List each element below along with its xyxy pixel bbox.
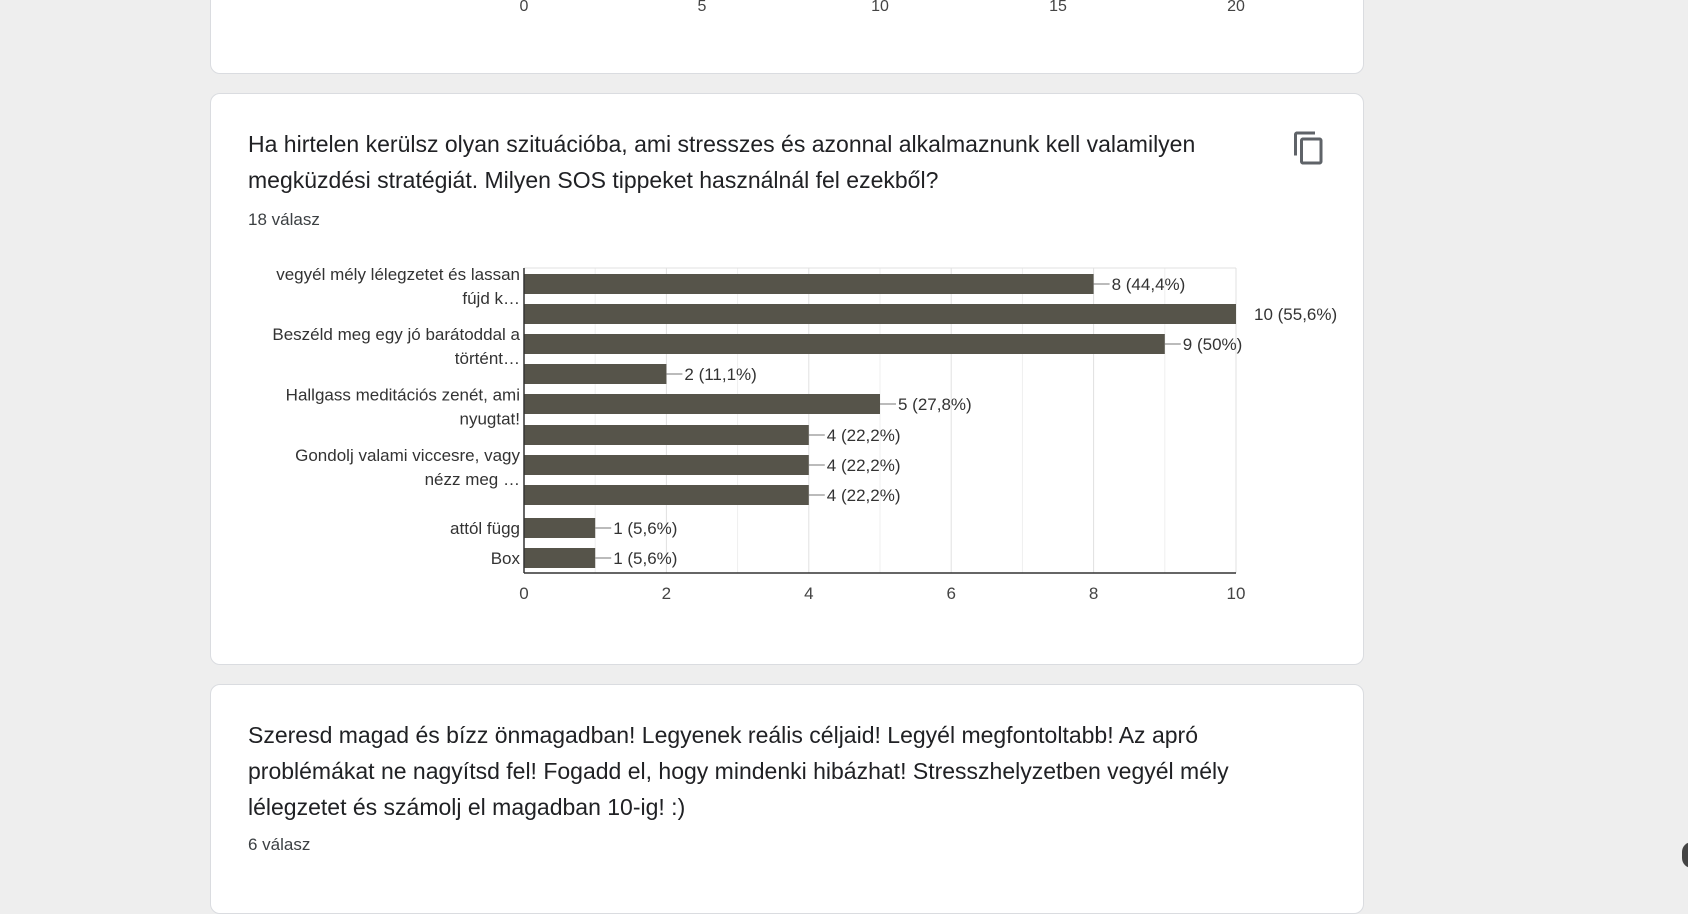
- prev-axis-tick-label: 0: [520, 0, 529, 15]
- previous-question-card: 0 5 10 15 20: [210, 0, 1364, 74]
- response-count: 18 válasz: [248, 210, 320, 229]
- bar[interactable]: [524, 274, 1094, 294]
- bar-data-label: 4 (22,2%): [827, 456, 901, 475]
- category-label: történt…: [455, 349, 520, 368]
- category-label: Box: [491, 549, 521, 568]
- bar[interactable]: [524, 394, 880, 414]
- scroll-handle[interactable]: [1682, 842, 1688, 868]
- bar-data-label: 4 (22,2%): [827, 486, 901, 505]
- category-label: vegyél mély lélegzetet és lassan: [276, 265, 520, 284]
- bar-data-label: 1 (5,6%): [613, 549, 677, 568]
- bar-data-label: 1 (5,6%): [613, 519, 677, 538]
- category-label: attól függ: [450, 519, 520, 538]
- category-label: nyugtat!: [460, 410, 521, 429]
- next-response-count: 6 válasz: [248, 835, 311, 854]
- prev-axis-tick-label: 10: [871, 0, 889, 15]
- category-label: Beszéld meg egy jó barátoddal a: [272, 325, 520, 344]
- bar[interactable]: [524, 304, 1236, 324]
- x-tick-label: 8: [1089, 584, 1098, 603]
- x-tick-label: 10: [1227, 584, 1246, 603]
- prev-axis-tick-label: 15: [1049, 0, 1067, 15]
- copy-icon[interactable]: [1291, 130, 1327, 166]
- bar-data-label: 4 (22,2%): [827, 426, 901, 445]
- bar[interactable]: [524, 364, 667, 384]
- prev-axis-tick-label: 20: [1227, 0, 1245, 15]
- bar-data-label: 2 (11,1%): [684, 365, 756, 384]
- x-tick-label: 4: [804, 584, 813, 603]
- category-label: fújd k…: [462, 289, 520, 308]
- bar-data-label: 9 (50%): [1183, 335, 1243, 354]
- bar-data-label: 10 (55,6%): [1254, 305, 1337, 324]
- previous-chart-x-axis: 0 5 10 15 20: [520, 0, 1245, 15]
- x-tick-label: 0: [519, 584, 528, 603]
- bar[interactable]: [524, 455, 809, 475]
- x-tick-label: 2: [662, 584, 671, 603]
- next-question-card: Szeresd magad és bízz önmagadban! Legyen…: [210, 684, 1364, 914]
- category-label: Gondolj valami viccesre, vagy: [295, 446, 520, 465]
- question-card: Ha hirtelen kerülsz olyan szituációba, a…: [210, 93, 1364, 665]
- prev-axis-tick-label: 5: [698, 0, 707, 15]
- bar-chart: 8 (44,4%) vegyél mély lélegzetet és lassa…: [272, 265, 1337, 603]
- category-label: Hallgass meditációs zenét, ami: [286, 386, 520, 405]
- x-tick-label: 6: [946, 584, 955, 603]
- bar-data-label: 8 (44,4%): [1112, 275, 1186, 294]
- bar[interactable]: [524, 425, 809, 445]
- bar-data-label: 5 (27,8%): [898, 395, 972, 414]
- bar[interactable]: [524, 334, 1165, 354]
- question-title: Ha hirtelen kerülsz olyan szituációba, a…: [248, 131, 1196, 193]
- bar[interactable]: [524, 485, 809, 505]
- bar[interactable]: [524, 548, 596, 568]
- category-label: nézz meg …: [425, 470, 520, 489]
- bar[interactable]: [524, 518, 596, 538]
- next-question-title: Szeresd magad és bízz önmagadban! Legyen…: [248, 722, 1229, 820]
